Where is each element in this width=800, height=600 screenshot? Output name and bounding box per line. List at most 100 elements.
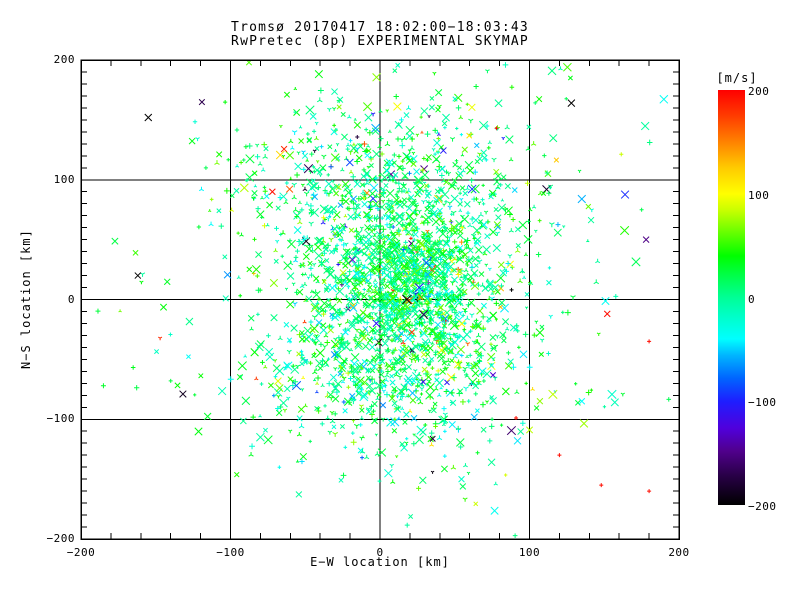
echo-marker [297, 405, 305, 413]
echo-marker [511, 187, 518, 193]
echo-marker [326, 380, 332, 387]
echo-marker [360, 334, 368, 342]
echo-marker [269, 278, 279, 288]
echo-marker [198, 373, 204, 379]
echo-marker [463, 309, 468, 314]
echo-marker [370, 204, 374, 209]
echo-marker [168, 332, 173, 337]
echo-marker [338, 276, 344, 283]
echo-marker [474, 323, 482, 331]
echo-marker [484, 157, 489, 162]
echo-marker [354, 342, 363, 350]
echo-marker [274, 225, 279, 231]
echo-marker [298, 423, 305, 429]
echo-marker [548, 314, 553, 319]
echo-marker [368, 207, 373, 212]
echo-marker [381, 241, 386, 246]
echo-marker [470, 184, 480, 194]
echo-marker [283, 199, 289, 205]
echo-marker [477, 358, 482, 364]
echo-marker [470, 281, 475, 287]
echo-marker [335, 184, 342, 191]
echo-marker [377, 224, 383, 229]
echo-marker [351, 367, 360, 376]
echo-marker [419, 115, 423, 119]
echo-marker [300, 334, 304, 338]
echo-marker [519, 350, 528, 359]
echo-marker [450, 464, 457, 470]
echo-marker [522, 331, 529, 338]
echo-marker [314, 243, 322, 252]
echo-marker [237, 361, 247, 371]
echo-marker [361, 435, 365, 439]
echo-marker [366, 313, 372, 318]
echo-marker [359, 331, 363, 335]
echo-marker [327, 283, 337, 293]
echo-marker [462, 369, 467, 373]
echo-marker [379, 315, 385, 320]
echo-marker [508, 157, 514, 162]
echo-marker [315, 319, 323, 326]
echo-marker [349, 393, 356, 400]
echo-marker [331, 395, 340, 403]
echo-marker [365, 408, 372, 415]
echo-marker [490, 506, 499, 515]
echo-marker [326, 391, 335, 399]
echo-marker [378, 193, 382, 197]
echo-marker [493, 300, 500, 307]
echo-marker [299, 458, 305, 465]
echo-marker [384, 167, 390, 174]
echo-marker [432, 154, 441, 164]
echo-marker [478, 120, 489, 131]
echo-marker [462, 327, 467, 332]
echo-marker [279, 124, 283, 129]
echo-marker [339, 238, 344, 243]
echo-marker [420, 130, 424, 134]
echo-marker [421, 366, 428, 373]
echo-marker [457, 388, 464, 395]
echo-marker [349, 303, 356, 310]
echo-marker [434, 321, 442, 328]
echo-marker [416, 278, 421, 283]
echo-marker [314, 70, 324, 79]
echo-marker [393, 102, 402, 111]
echo-marker [555, 222, 561, 228]
echo-marker [377, 234, 383, 240]
echo-marker [439, 386, 443, 390]
echo-marker [420, 107, 429, 116]
y-tick-label: 0 [67, 292, 75, 306]
echo-marker [309, 272, 315, 278]
echo-marker [419, 392, 424, 396]
echo-marker [395, 211, 405, 221]
echo-marker [333, 356, 339, 361]
echo-marker [377, 479, 382, 483]
echo-marker [455, 425, 461, 431]
echo-marker [435, 88, 443, 97]
echo-marker [275, 239, 280, 244]
echo-marker [198, 98, 206, 106]
echo-marker [255, 273, 260, 279]
echo-marker [463, 268, 469, 273]
echo-marker [388, 274, 394, 281]
echo-marker [416, 184, 425, 193]
echo-marker [492, 376, 498, 381]
echo-marker [546, 279, 552, 286]
echo-marker [413, 369, 418, 373]
echo-marker [302, 319, 307, 324]
echo-marker [489, 334, 497, 341]
echo-marker [414, 312, 423, 321]
echo-marker [441, 326, 446, 331]
echo-marker [436, 247, 440, 252]
echo-marker [361, 141, 368, 147]
echo-marker [435, 215, 443, 223]
echo-marker [386, 202, 395, 211]
echo-marker [403, 112, 410, 119]
echo-marker [488, 423, 495, 430]
echo-marker [401, 367, 408, 374]
echo-marker [476, 378, 482, 385]
echo-marker [355, 376, 365, 386]
echo-marker [413, 175, 423, 185]
echo-marker [436, 372, 440, 377]
echo-marker [536, 397, 544, 405]
echo-marker [414, 204, 420, 209]
